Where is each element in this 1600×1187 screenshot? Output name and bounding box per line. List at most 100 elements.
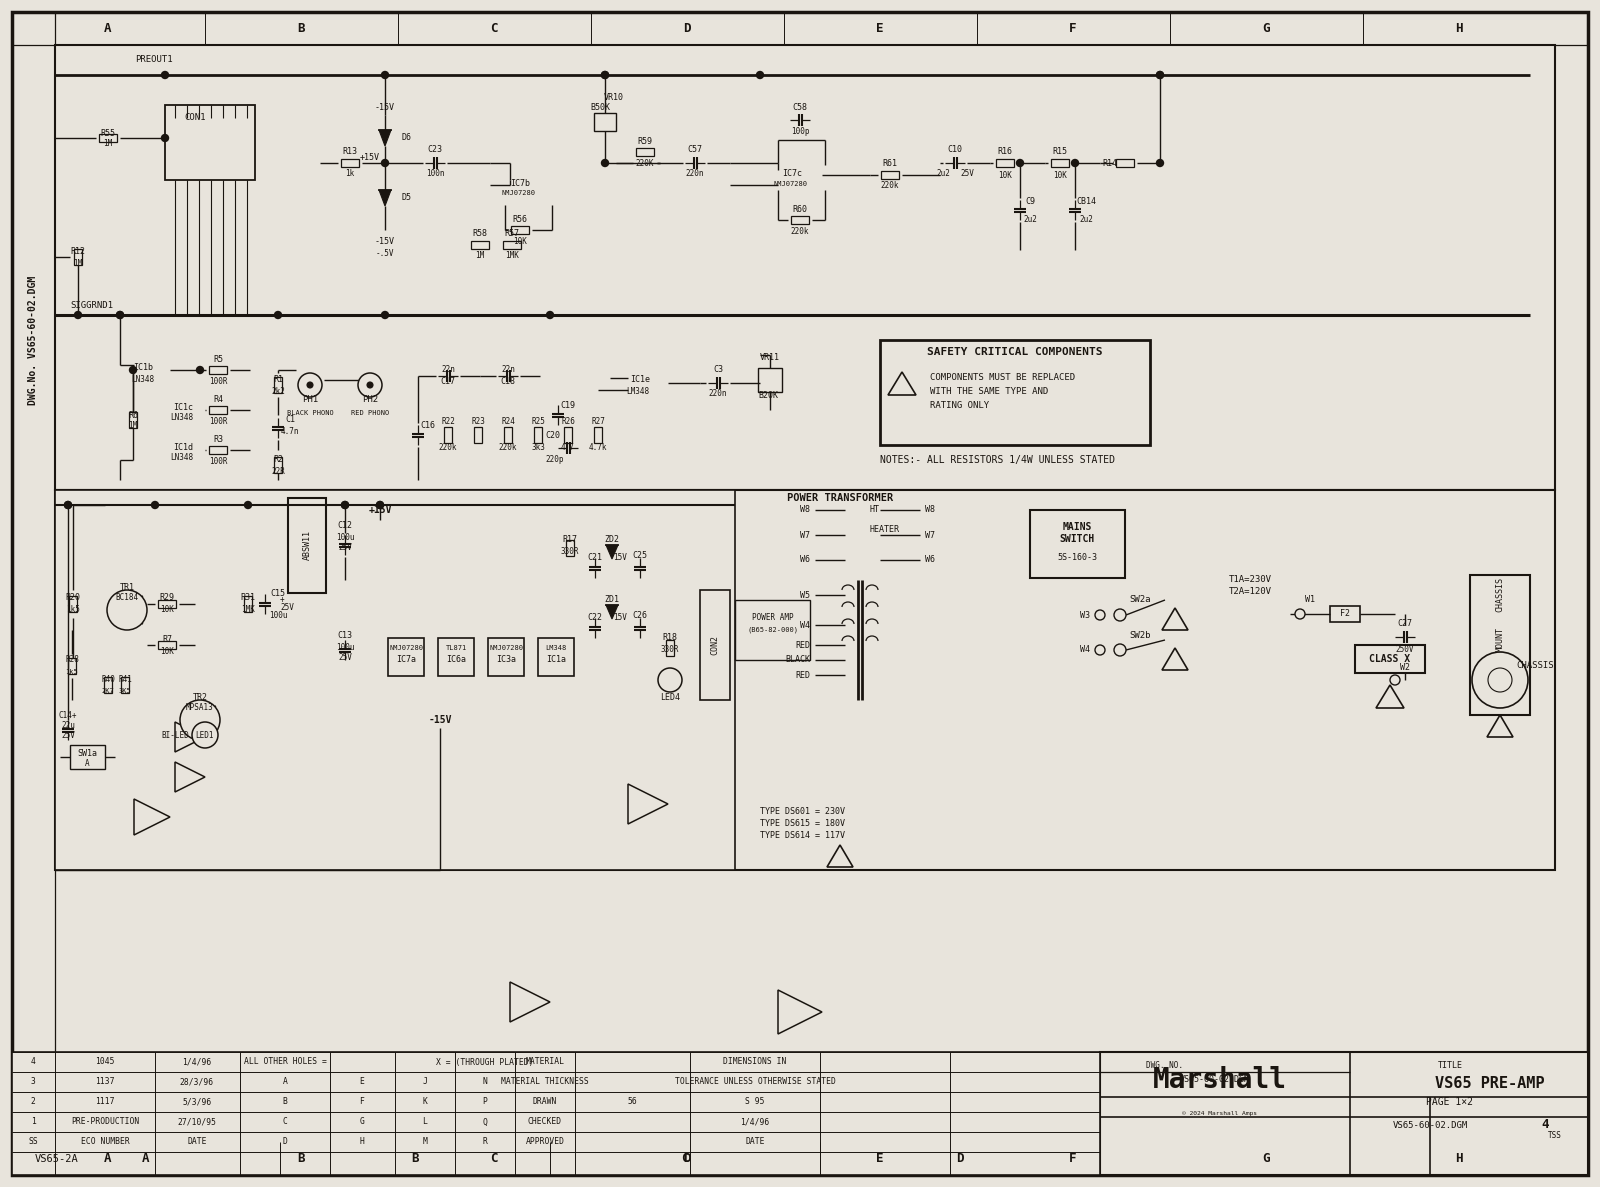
Text: R61: R61 xyxy=(883,159,898,167)
Text: R59: R59 xyxy=(637,137,653,146)
Text: F: F xyxy=(1069,21,1077,34)
Text: 15V: 15V xyxy=(613,553,627,563)
Text: E: E xyxy=(360,1078,365,1086)
Text: IC1c: IC1c xyxy=(173,404,194,413)
Circle shape xyxy=(307,382,314,388)
Circle shape xyxy=(602,159,608,166)
Text: 10K: 10K xyxy=(1053,171,1067,179)
Bar xyxy=(563,427,573,443)
Text: 3: 3 xyxy=(30,1078,35,1086)
Text: R24: R24 xyxy=(501,418,515,426)
Text: R26: R26 xyxy=(562,418,574,426)
Circle shape xyxy=(1094,645,1106,655)
Text: 2u2: 2u2 xyxy=(1078,216,1093,224)
Text: H: H xyxy=(1456,1153,1462,1166)
Text: R1: R1 xyxy=(274,375,283,385)
Circle shape xyxy=(152,501,158,508)
Bar xyxy=(165,104,254,180)
Text: Marshall: Marshall xyxy=(1154,1066,1286,1094)
Circle shape xyxy=(64,501,72,508)
Bar xyxy=(701,590,730,700)
Text: +15V: +15V xyxy=(360,152,381,161)
Text: W7: W7 xyxy=(800,531,810,540)
Text: LM348: LM348 xyxy=(627,387,650,395)
Text: 1k5: 1k5 xyxy=(66,605,80,615)
Text: SW2a: SW2a xyxy=(1130,596,1150,604)
Text: D5: D5 xyxy=(402,193,413,203)
Text: B50K: B50K xyxy=(590,103,610,113)
Text: LED1: LED1 xyxy=(195,730,214,740)
Text: H: H xyxy=(360,1137,365,1147)
Circle shape xyxy=(358,373,382,396)
Text: SWITCH: SWITCH xyxy=(1059,534,1094,544)
Text: F: F xyxy=(360,1098,365,1106)
Circle shape xyxy=(245,501,251,508)
Text: W6: W6 xyxy=(800,556,810,565)
Text: -.5V: -.5V xyxy=(376,248,394,258)
Bar xyxy=(69,596,77,612)
Text: VS65-2A: VS65-2A xyxy=(35,1154,78,1164)
Polygon shape xyxy=(1376,685,1405,707)
Text: R40: R40 xyxy=(101,675,115,685)
Circle shape xyxy=(1114,609,1126,621)
Text: LED4: LED4 xyxy=(661,693,680,703)
Text: 25V: 25V xyxy=(338,654,352,662)
Text: VS65 PRE-AMP: VS65 PRE-AMP xyxy=(1435,1077,1544,1092)
Bar xyxy=(274,457,282,472)
Text: A: A xyxy=(85,758,90,768)
Text: 5S-160-3: 5S-160-3 xyxy=(1058,553,1098,563)
Text: IC7c: IC7c xyxy=(782,169,802,178)
Text: H: H xyxy=(1456,21,1462,34)
Text: RED PHONO: RED PHONO xyxy=(350,410,389,415)
Text: CHASSIS: CHASSIS xyxy=(1517,660,1554,669)
Text: 28/3/96: 28/3/96 xyxy=(179,1078,214,1086)
Text: R60: R60 xyxy=(792,204,808,214)
Text: WITH THE SAME TYPE AND: WITH THE SAME TYPE AND xyxy=(930,387,1048,396)
Circle shape xyxy=(602,71,608,78)
Text: R28: R28 xyxy=(66,655,78,665)
Text: BC184: BC184 xyxy=(115,592,139,602)
Text: D: D xyxy=(283,1137,288,1147)
Circle shape xyxy=(1157,71,1163,78)
Text: W5: W5 xyxy=(800,590,810,599)
Text: SS: SS xyxy=(29,1137,38,1147)
Text: 4.7k: 4.7k xyxy=(589,444,608,452)
Circle shape xyxy=(547,311,554,318)
Text: POWER AMP: POWER AMP xyxy=(752,614,794,622)
Text: G: G xyxy=(360,1117,365,1126)
Circle shape xyxy=(1294,609,1306,618)
Text: 25V: 25V xyxy=(960,170,974,178)
Text: J: J xyxy=(422,1078,427,1086)
Bar xyxy=(594,113,616,131)
Text: IC6a: IC6a xyxy=(446,654,466,664)
Text: C13: C13 xyxy=(338,630,352,640)
Text: ZD2: ZD2 xyxy=(605,535,619,545)
Bar xyxy=(54,490,734,870)
Bar xyxy=(288,499,326,594)
Text: C1: C1 xyxy=(285,415,294,425)
Text: C57: C57 xyxy=(688,146,702,154)
Bar xyxy=(880,339,1150,445)
Text: A: A xyxy=(104,1153,112,1166)
Text: !: ! xyxy=(1387,693,1394,704)
Text: X = (THROUGH PLATED): X = (THROUGH PLATED) xyxy=(437,1058,534,1066)
Text: G: G xyxy=(1262,1153,1270,1166)
Text: COMPONENTS MUST BE REPLACED: COMPONENTS MUST BE REPLACED xyxy=(930,374,1075,382)
Text: R4: R4 xyxy=(213,394,222,404)
Text: 25V: 25V xyxy=(338,544,352,552)
Text: R58: R58 xyxy=(472,229,488,239)
Text: 1MK: 1MK xyxy=(506,252,518,260)
Text: R57: R57 xyxy=(504,229,520,239)
Text: C58: C58 xyxy=(792,103,808,113)
Bar xyxy=(510,226,530,234)
Text: PAGE 1×2: PAGE 1×2 xyxy=(1427,1097,1474,1107)
Bar xyxy=(758,368,782,392)
Bar xyxy=(445,427,453,443)
Text: VS65-60-02.DGM: VS65-60-02.DGM xyxy=(1392,1121,1467,1130)
Text: L: L xyxy=(422,1117,427,1126)
Text: R3: R3 xyxy=(213,434,222,444)
Circle shape xyxy=(1157,159,1163,166)
Text: B: B xyxy=(283,1098,288,1106)
Polygon shape xyxy=(379,131,390,146)
Text: 15V: 15V xyxy=(613,614,627,622)
